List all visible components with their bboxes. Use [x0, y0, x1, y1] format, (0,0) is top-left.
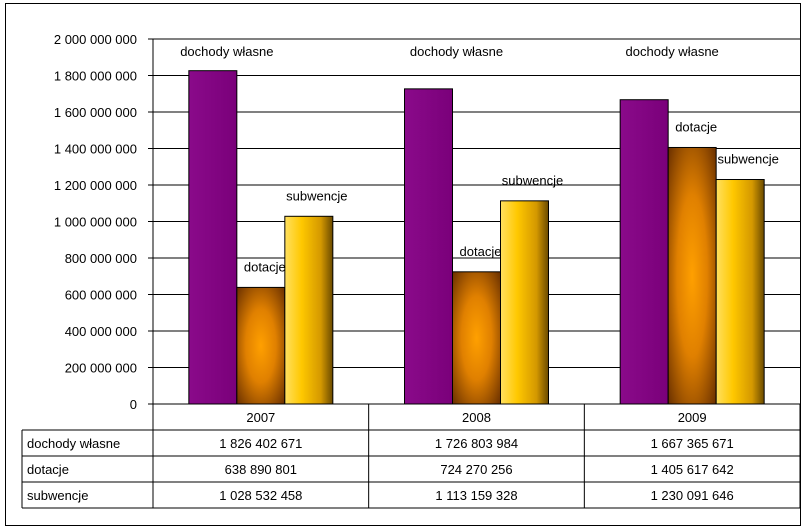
- data-label: subwencje: [502, 173, 563, 188]
- data-table: 2007 2008 2009 dochody własne 1 826 402 671 1…: [21, 404, 801, 509]
- table-row-label: subwencje: [27, 488, 88, 503]
- y-tick-label: 400 000 000: [65, 324, 137, 339]
- x-category-label: 2007: [246, 410, 275, 425]
- bar-subwencje: [284, 215, 334, 405]
- y-tick-label: 0: [130, 397, 137, 412]
- y-tick-label: 800 000 000: [65, 251, 137, 266]
- bar-dotacje: [236, 286, 286, 405]
- x-category-label: 2008: [462, 410, 491, 425]
- table-cell: 724 270 256: [440, 462, 512, 477]
- bar-subwencje: [500, 200, 549, 405]
- table-cell: 1 028 532 458: [219, 488, 302, 503]
- data-label: dotacje: [460, 244, 502, 259]
- table-cell: 1 726 803 984: [435, 436, 518, 451]
- y-tick-label: 1 600 000 000: [54, 105, 137, 120]
- bar-dochody-wlasne: [188, 70, 238, 405]
- y-axis: 0 200 000 000 400 000 000 600 000 000 800 00…: [54, 32, 800, 412]
- y-tick-label: 600 000 000: [65, 288, 137, 303]
- x-category-label: 2009: [678, 410, 707, 425]
- data-label: dotacje: [675, 119, 717, 134]
- table-cell: 1 667 365 671: [651, 436, 734, 451]
- data-label: dochody własne: [626, 44, 719, 59]
- bar-dotacje: [452, 271, 501, 405]
- bar-dochody-wlasne: [404, 88, 453, 405]
- table-cell: 1 405 617 642: [651, 462, 734, 477]
- y-tick-label: 2 000 000 000: [54, 32, 137, 47]
- data-labels: dochody własne dotacje subwencje dochody wł…: [180, 44, 779, 274]
- y-tick-label: 200 000 000: [65, 361, 137, 376]
- data-label: subwencje: [717, 152, 778, 167]
- table-row-label: dotacje: [27, 462, 69, 477]
- y-tick-label: 1 800 000 000: [54, 69, 137, 84]
- data-label: dotacje: [244, 259, 286, 274]
- table-cell: 1 230 091 646: [651, 488, 734, 503]
- table-cell: 1 826 402 671: [219, 436, 302, 451]
- y-tick-label: 1 400 000 000: [54, 142, 137, 157]
- bars: [188, 70, 765, 405]
- bar-dochody-wlasne: [619, 99, 669, 405]
- table-row-label: dochody własne: [27, 436, 120, 451]
- bar-dotacje: [667, 146, 717, 405]
- table-cell: 1 113 159 328: [435, 488, 517, 503]
- data-label: dochody własne: [410, 44, 503, 59]
- y-tick-label: 1 200 000 000: [54, 178, 137, 193]
- bar-subwencje: [715, 179, 765, 405]
- y-tick-label: 1 000 000 000: [54, 215, 137, 230]
- data-label: subwencje: [286, 188, 347, 203]
- table-cell: 638 890 801: [225, 462, 297, 477]
- data-label: dochody własne: [180, 44, 273, 59]
